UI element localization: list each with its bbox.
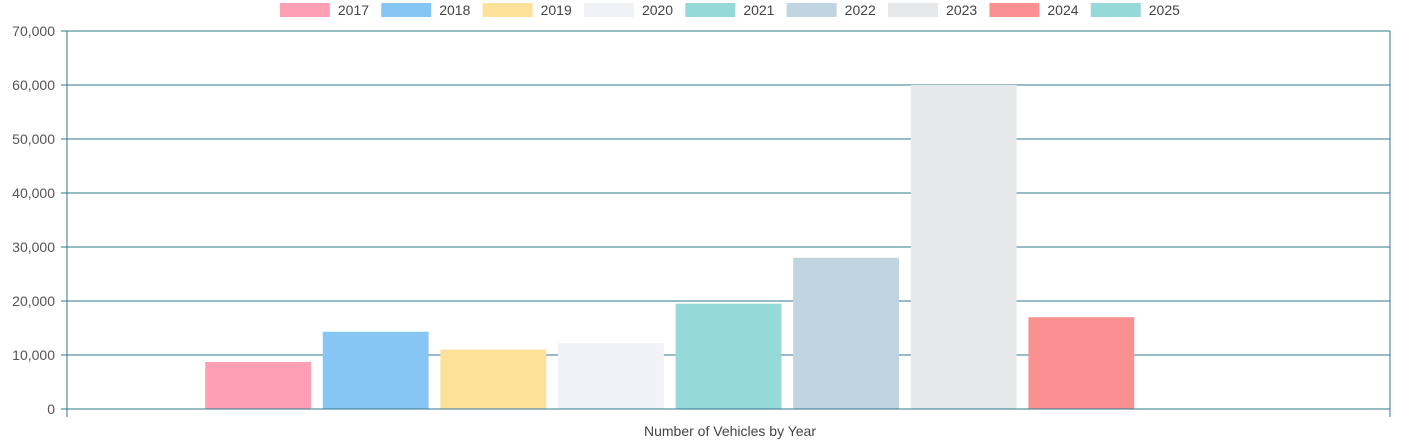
bar-2019[interactable] xyxy=(440,349,547,409)
y-tick-label: 20,000 xyxy=(12,293,55,309)
legend-item-2019[interactable]: 2019 xyxy=(482,2,572,18)
legend-label: 2024 xyxy=(1047,2,1078,18)
legend-label: 2019 xyxy=(541,2,572,18)
legend: 2017 2018 2019 2020 2021 2022 2023 2024 2025 xyxy=(279,2,1180,18)
y-tick-label: 30,000 xyxy=(12,239,55,255)
legend-swatch xyxy=(279,3,330,17)
legend-swatch xyxy=(888,3,939,17)
y-axis-ticks: 0 10,000 20,000 30,000 40,000 50,000 60,000 70,… xyxy=(12,23,55,417)
y-tick-label: 10,000 xyxy=(12,347,55,363)
legend-item-2025[interactable]: 2025 xyxy=(1090,2,1180,18)
legend-item-2024[interactable]: 2024 xyxy=(989,2,1079,18)
y-tick-label: 50,000 xyxy=(12,131,55,147)
legend-swatch xyxy=(583,3,634,17)
y-tick-label: 0 xyxy=(47,401,55,417)
bar-2018[interactable] xyxy=(322,331,429,409)
bar-2021[interactable] xyxy=(675,303,782,409)
legend-swatch xyxy=(989,3,1040,17)
legend-swatch xyxy=(381,3,432,17)
legend-item-2023[interactable]: 2023 xyxy=(888,2,977,18)
legend-swatch xyxy=(482,3,533,17)
legend-label: 2020 xyxy=(642,2,673,18)
bar-2020[interactable] xyxy=(557,343,664,409)
legend-label: 2022 xyxy=(845,2,876,18)
legend-item-2018[interactable]: 2018 xyxy=(381,2,471,18)
legend-swatch xyxy=(685,3,736,17)
legend-label: 2018 xyxy=(439,2,470,18)
y-tick-label: 60,000 xyxy=(12,77,55,93)
bars xyxy=(205,85,1135,409)
legend-swatch xyxy=(786,3,837,17)
bar-2017[interactable] xyxy=(205,362,312,409)
legend-label: 2025 xyxy=(1149,2,1180,18)
legend-label: 2021 xyxy=(743,2,774,18)
y-tick-label: 70,000 xyxy=(12,23,55,39)
axes xyxy=(66,30,1391,417)
x-axis-label: Number of Vehicles by Year xyxy=(644,423,816,439)
legend-item-2022[interactable]: 2022 xyxy=(786,2,876,18)
bar-2024[interactable] xyxy=(1028,317,1135,409)
legend-swatch xyxy=(1090,3,1141,17)
grid-lines xyxy=(61,30,1390,410)
bar-2022[interactable] xyxy=(793,257,900,409)
legend-label: 2023 xyxy=(946,2,977,18)
legend-item-2021[interactable]: 2021 xyxy=(685,2,775,18)
bar-2023[interactable] xyxy=(910,85,1017,409)
y-tick-label: 40,000 xyxy=(12,185,55,201)
legend-item-2020[interactable]: 2020 xyxy=(583,2,673,18)
legend-item-2017[interactable]: 2017 xyxy=(279,2,369,18)
legend-label: 2017 xyxy=(338,2,369,18)
